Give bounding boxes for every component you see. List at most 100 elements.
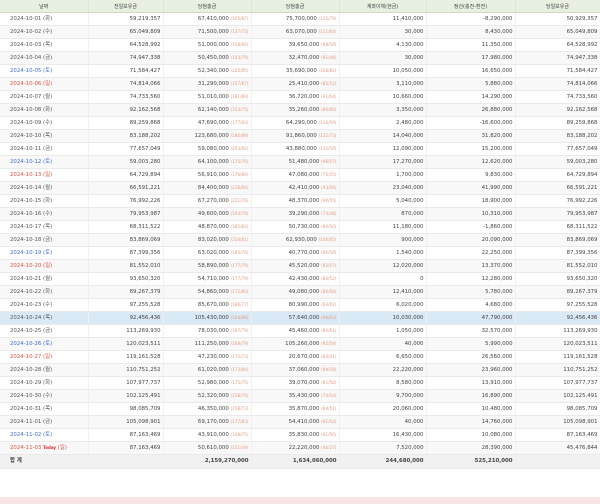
row-today-balance: 97,255,528 [515,298,600,312]
row-win-count: (225/85) [230,68,249,73]
row-today-balance: 119,161,528 [515,350,600,364]
row-today-balance: 93,650,320 [515,272,600,286]
row-date: 2024-10-24 (목) [0,311,89,325]
row-date: 2024-10-27 (일) [0,350,89,364]
row-account-transfer: 6,650,000 [339,350,427,364]
row-win-total: 56,910,000 (176/84) [163,168,252,182]
row-date-text: 2024-11-03 [10,445,42,451]
row-win-amount: 59,080,000 [197,146,229,152]
row-account-transfer: 8,580,000 [339,376,427,390]
row-settlement: 15,200,000 [426,142,516,156]
row-lose-count: (94/58) [321,367,337,372]
row-today-balance: 83,188,202 [515,129,600,143]
row-win-amount: 84,400,000 [197,185,229,191]
row-win-total: 71,500,000 (137/72) [163,25,252,39]
row-account-transfer: 40,000 [339,337,427,351]
row-prev-balance: 64,528,992 [88,38,164,52]
row-win-amount: 48,870,000 [197,224,229,230]
row-win-amount: 54,860,000 [197,289,229,295]
row-today-balance: 74,733,560 [515,90,600,104]
row-lose-amount: 32,470,000 [288,55,320,61]
row-win-total: 62,140,000 (153/75) [163,103,252,117]
row-date: 2024-10-29 (화) [0,376,89,390]
row-win-total: 48,870,000 (185/82) [163,220,252,234]
row-prev-balance: 76,992,226 [88,194,164,208]
row-lose-amount: 25,410,000 [288,81,320,87]
row-settlement: 13,370,000 [426,259,516,273]
row-win-total: 67,410,000 (105/87) [163,12,252,26]
row-date: 2024-11-02 (토) [0,428,89,442]
row-lose-count: (116/59) [318,120,337,125]
row-today-balance: 59,003,280 [515,155,600,169]
row-account-transfer: 17,270,000 [339,155,427,169]
row-settlement: 13,910,000 [426,376,516,390]
row-lose-count: (132/59) [318,146,337,151]
row-date: 2024-10-30 (수) [0,389,89,403]
row-prev-balance: 65,049,809 [88,25,164,39]
row-settlement: 26,560,000 [426,350,516,364]
row-lose-total: 20,670,000 (83/41) [251,350,340,364]
row-win-amount: 62,140,000 [197,107,229,113]
row-win-total: 58,890,000 (177/79) [163,259,252,273]
row-win-total: 52,340,000 (225/85) [163,64,252,78]
row-lose-count: (40/27) [321,445,337,450]
row-lose-count: (91/64) [321,94,337,99]
row-lose-amount: 45,460,000 [288,328,320,334]
row-account-transfer: 23,040,000 [339,181,427,195]
row-win-amount: 111,250,000 [194,341,229,347]
row-win-amount: 46,350,000 [197,406,229,412]
row-win-total: 84,400,000 (216/84) [163,181,252,195]
row-lose-total: 35,870,000 (84/51) [251,402,340,416]
row-win-total: 46,350,000 (158/73) [163,402,252,416]
header-date: 날짜 [0,0,89,13]
row-win-total: 50,610,000 (131/49) [163,441,252,455]
row-settlement: 16,650,000 [426,64,516,78]
row-win-count: (158/76) [230,393,249,398]
row-prev-balance: 97,255,528 [88,298,164,312]
row-win-count: (216/84) [230,185,249,190]
row-lose-count: (82/57) [321,263,337,268]
row-lose-count: (98/59) [321,42,337,47]
table-row: 2024-10-10 (목) 83,188,202 123,680,000 (180… [0,129,600,143]
row-win-amount: 71,500,000 [197,29,229,35]
row-lose-count: (80/60) [321,107,337,112]
total-lose: 1,634,060,000 [251,454,340,469]
row-prev-balance: 74,733,560 [88,90,164,104]
row-account-transfer: 3,110,000 [339,77,427,91]
row-date: 2024-10-05 (토) [0,64,89,78]
row-lose-total: 57,640,000 (90/63) [251,311,340,325]
row-account-transfer: 10,050,000 [339,64,427,78]
row-prev-balance: 83,869,069 [88,233,164,247]
row-lose-count: (96/57) [321,159,337,164]
table-row: 2024-10-27 (일) 119,161,528 47,230,000 (172… [0,350,600,364]
row-lose-total: 50,730,000 (80/50) [251,220,340,234]
row-win-amount: 61,020,000 [197,367,229,373]
row-lose-count: (85/52) [321,81,337,86]
row-lose-count: (100/65) [318,237,337,242]
row-date: 2024-10-26 (토) [0,337,89,351]
row-settlement: 47,790,000 [426,311,516,325]
row-win-count: (103/79) [230,55,249,60]
row-lose-count: (108/82) [318,68,337,73]
row-account-transfer: 12,410,000 [339,285,427,299]
header-prev-balance: 전일보유금 [88,0,164,13]
row-win-total: 61,020,000 (173/84) [163,363,252,377]
table-row: 2024-10-05 (토) 71,584,427 52,340,000 (225/… [0,64,600,78]
row-settlement: 10,310,000 [426,207,516,221]
row-win-amount: 85,670,000 [197,302,229,308]
row-win-total: 50,450,000 (103/79) [163,51,252,65]
row-lose-total: 32,470,000 (81/48) [251,51,340,65]
row-settlement: 4,680,000 [426,298,516,312]
row-settlement: 9,830,000 [426,168,516,182]
row-win-total: 123,680,000 (180/89) [163,129,252,143]
table-row: 2024-10-31 (목) 98,085,709 46,350,000 (158/… [0,402,600,416]
row-today-balance: 74,814,066 [515,77,600,91]
row-win-amount: 105,430,000 [194,315,229,321]
row-lose-total: 36,720,000 (91/64) [251,90,340,104]
row-today-balance: 120,023,511 [515,337,600,351]
table-row: 2024-10-09 (수) 89,259,868 47,690,000 (177/… [0,116,600,130]
table-row: 2024-10-28 (월) 110,751,252 61,020,000 (173… [0,363,600,377]
row-prev-balance: 102,125,491 [88,389,164,403]
row-date: 2024-10-17 (목) [0,220,89,234]
row-lose-amount: 42,430,000 [288,276,320,282]
